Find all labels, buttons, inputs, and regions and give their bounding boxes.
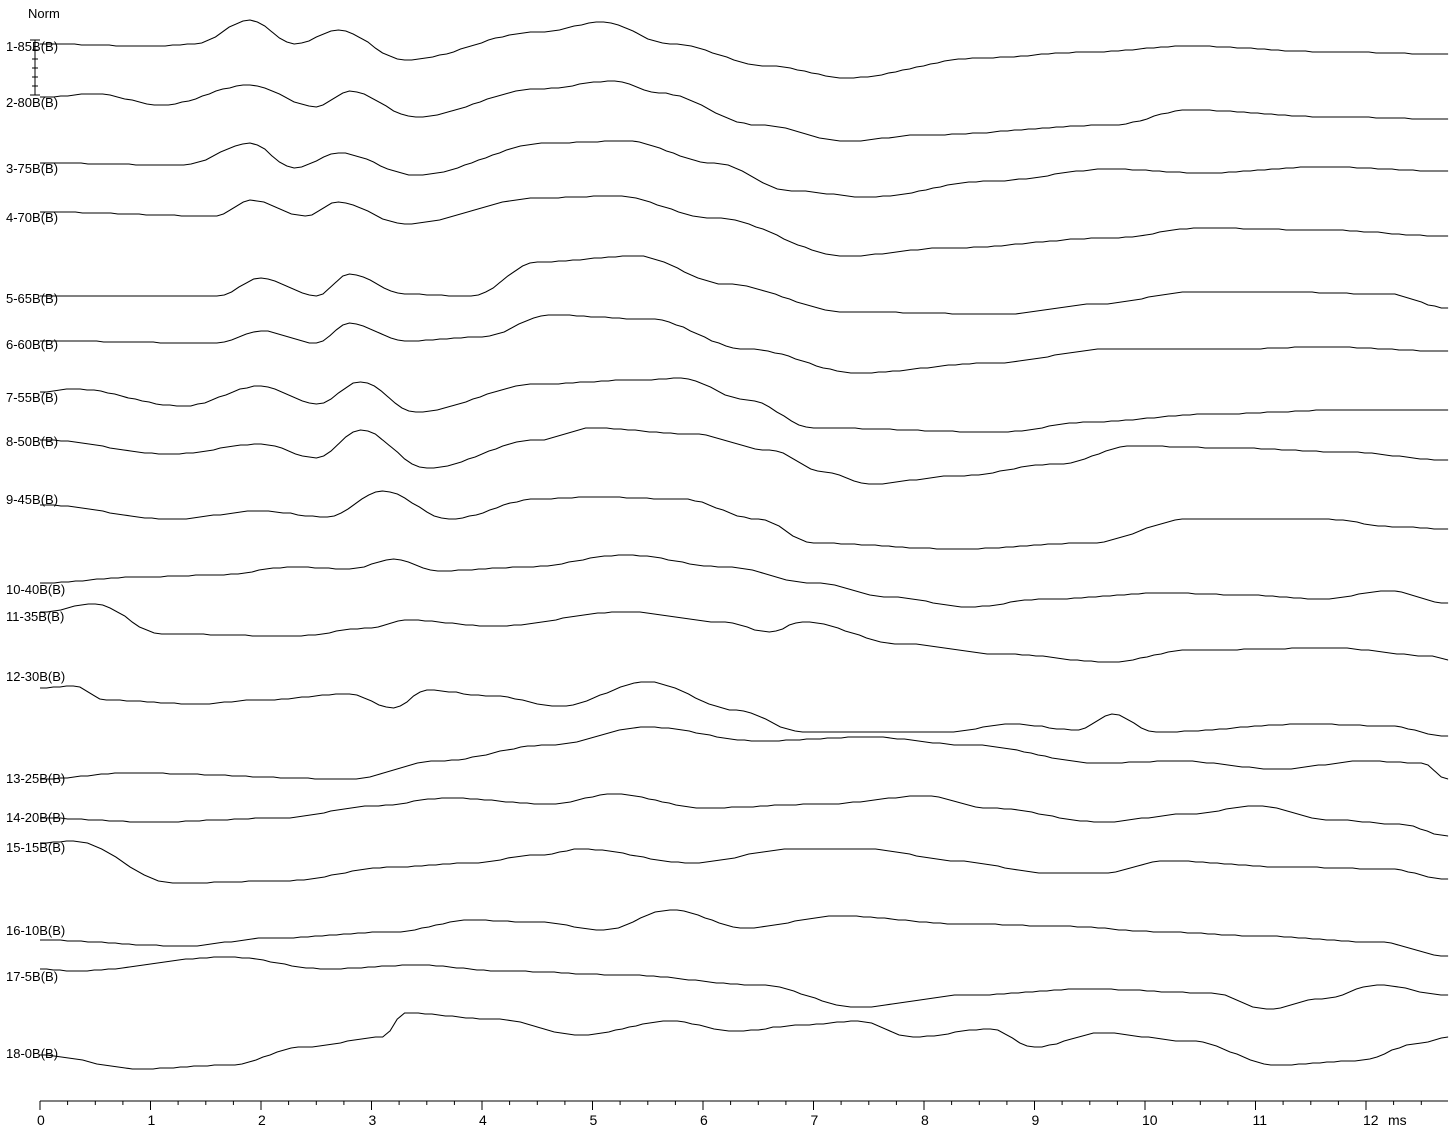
x-tick-label: 0 (37, 1112, 45, 1128)
x-tick-label: 12 (1363, 1112, 1379, 1128)
trace-17 (40, 956, 1449, 1010)
trace-labels: 1-85B(B) 2-80B(B) 3-75B(B) 4-70B(B) 5-65B(B)… (6, 39, 65, 1061)
trace-label-13: 13-25B(B) (6, 771, 65, 786)
trace-14 (40, 793, 1449, 837)
x-tick-label: 2 (258, 1112, 266, 1128)
trace-label-14: 14-20B(B) (6, 810, 65, 825)
trace-2 (40, 80, 1449, 142)
trace-11 (40, 603, 1449, 663)
trace-7 (40, 377, 1449, 433)
trace-label-7: 7-55B(B) (6, 390, 58, 405)
trace-label-18: 18-0B(B) (6, 1046, 58, 1061)
x-tick-label: 7 (811, 1112, 819, 1128)
x-tick-label: 5 (590, 1112, 598, 1128)
x-tick-label: 11 (1253, 1112, 1268, 1128)
trace-4 (40, 195, 1449, 257)
trace-label-9: 9-45B(B) (6, 492, 58, 507)
waveform-traces (40, 19, 1449, 1070)
trace-label-11: 11-35B(B) (6, 609, 64, 624)
trace-15 (40, 840, 1449, 884)
trace-label-16: 16-10B(B) (6, 923, 65, 938)
trace-10 (40, 554, 1449, 608)
trace-label-15: 15-15B(B) (6, 840, 65, 855)
x-tick-label: 3 (369, 1112, 377, 1128)
trace-label-10: 10-40B(B) (6, 582, 65, 597)
trace-label-12: 12-30B(B) (6, 669, 65, 684)
x-axis-unit: ms (1388, 1112, 1407, 1128)
x-axis: 0 1 2 3 4 5 6 7 8 9 10 11 12 (37, 1100, 1448, 1128)
scale-bar (30, 39, 40, 96)
x-tick-label: 4 (479, 1112, 487, 1128)
trace-16 (40, 909, 1449, 957)
x-tick-label: 8 (921, 1112, 929, 1128)
trace-13 (40, 726, 1449, 780)
trace-12 (40, 681, 1449, 737)
trace-5 (40, 255, 1449, 315)
trace-label-8: 8-50B(B) (6, 434, 58, 449)
trace-18 (40, 1012, 1449, 1070)
trace-3 (40, 140, 1449, 198)
trace-label-3: 3-75B(B) (6, 161, 58, 176)
trace-label-2: 2-80B(B) (6, 95, 58, 110)
x-tick-label: 9 (1032, 1112, 1040, 1128)
trace-label-1: 1-85B(B) (6, 39, 58, 54)
trace-9 (40, 490, 1449, 550)
trace-label-6: 6-60B(B) (6, 337, 58, 352)
trace-label-5: 5-65B(B) (6, 291, 58, 306)
x-tick-label: 1 (148, 1112, 156, 1128)
x-tick-label: 10 (1142, 1112, 1158, 1128)
x-tick-label: 6 (700, 1112, 708, 1128)
trace-8 (40, 427, 1449, 485)
norm-label: Norm (28, 6, 60, 21)
trace-1 (40, 19, 1449, 79)
trace-6 (40, 314, 1449, 374)
trace-label-4: 4-70B(B) (6, 210, 58, 225)
trace-label-17: 17-5B(B) (6, 969, 58, 984)
